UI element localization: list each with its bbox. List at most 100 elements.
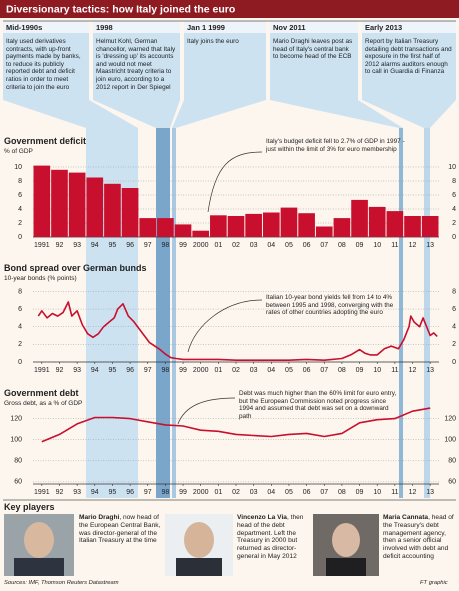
x-tick-label: 01 [214, 489, 222, 496]
x-tick-label: 93 [73, 367, 81, 374]
x-tick-label: 92 [56, 367, 64, 374]
player-bio: Vincenzo La Via, then head of the debt d… [237, 514, 311, 561]
y-tick-label: 8 [18, 288, 22, 295]
bar [315, 226, 333, 237]
x-tick-label: 92 [56, 489, 64, 496]
timeline-date: Mid-1990s [6, 23, 43, 32]
x-tick-label: 05 [285, 367, 293, 374]
annotation-arrow [187, 299, 263, 353]
x-tick-label: 13 [426, 367, 434, 374]
timeline-box [172, 33, 266, 128]
x-tick-label: 07 [320, 242, 328, 249]
bar [351, 199, 368, 237]
y-tick-label: 120 [444, 415, 456, 422]
y-tick-label: 0 [18, 359, 22, 366]
bar [245, 213, 262, 237]
x-tick-label: 2000 [193, 242, 209, 249]
timeline-text: Mario Draghi leaves post as head of Ital… [273, 38, 353, 61]
x-tick-label: 2000 [193, 489, 209, 496]
x-tick-label: 94 [91, 489, 99, 496]
bar [192, 230, 210, 237]
x-tick-label: 92 [56, 242, 64, 249]
y-tick-label: 2 [18, 220, 22, 227]
x-tick-label: 01 [214, 242, 222, 249]
bar [121, 188, 139, 237]
timeline-text: Italy used derivatives contracts, with u… [6, 38, 81, 91]
y-tick-label: 6 [452, 192, 456, 199]
y-tick-label: 8 [452, 288, 456, 295]
y-tick-label: 80 [448, 458, 456, 465]
band [399, 128, 403, 498]
x-tick-label: 99 [179, 242, 187, 249]
credit: FT graphic [420, 580, 448, 586]
y-tick-label: 8 [18, 178, 22, 185]
x-tick-label: 06 [303, 242, 311, 249]
x-tick-label: 02 [232, 242, 240, 249]
timeline-box [3, 33, 138, 128]
player-name: Maria Cannata [383, 514, 429, 521]
x-tick-label: 94 [91, 367, 99, 374]
x-tick-label: 95 [109, 489, 117, 496]
band [424, 128, 430, 498]
x-tick-label: 06 [303, 367, 311, 374]
x-tick-label: 01 [214, 367, 222, 374]
timeline-date: Nov 2011 [273, 23, 306, 32]
bar [174, 224, 192, 237]
x-tick-label: 1991 [34, 242, 50, 249]
page-title: Diversionary tactics: how Italy joined t… [6, 3, 235, 15]
player-bio: Maria Cannata, head of the Treasury's de… [383, 514, 456, 561]
x-tick-label: 95 [109, 242, 117, 249]
y-tick-label: 100 [10, 437, 22, 444]
x-tick-label: 97 [144, 489, 152, 496]
band [156, 128, 170, 498]
bar [139, 218, 157, 237]
axis-label: 10-year bonds (% points) [4, 275, 77, 282]
x-tick-label: 09 [356, 242, 364, 249]
x-tick-label: 03 [250, 489, 258, 496]
timeline-text: Helmut Kohl, German chancellor, warned t… [96, 38, 176, 91]
timeline-box [362, 33, 456, 128]
bar [262, 212, 280, 237]
x-tick-label: 96 [126, 367, 134, 374]
player-name: Vincenzo La Via [237, 514, 287, 521]
x-tick-label: 11 [391, 367, 398, 374]
y-tick-label: 4 [18, 324, 22, 331]
x-tick-label: 97 [144, 367, 152, 374]
bar [421, 216, 439, 237]
annotation: Debt was much higher than the 60% limit … [239, 390, 397, 420]
x-tick-label: 93 [73, 242, 81, 249]
x-tick-label: 02 [232, 367, 240, 374]
x-tick-label: 05 [285, 489, 293, 496]
x-tick-label: 96 [126, 242, 134, 249]
section-title: Key players [4, 502, 55, 512]
timeline-box [93, 33, 180, 128]
y-tick-label: 4 [452, 206, 456, 213]
y-tick-label: 4 [452, 324, 456, 331]
bar [333, 218, 351, 237]
x-tick-label: 08 [338, 367, 346, 374]
x-tick-label: 09 [356, 367, 364, 374]
y-tick-label: 100 [444, 437, 456, 444]
bar [68, 172, 86, 237]
x-tick-label: 98 [161, 367, 169, 374]
bar [157, 218, 174, 237]
title-bar [0, 0, 459, 18]
x-tick-label: 93 [73, 489, 81, 496]
x-tick-label: 12 [409, 242, 417, 249]
x-tick-label: 12 [409, 367, 417, 374]
timeline-header-box [93, 21, 180, 33]
player-bio: Mario Draghi, now head of the European C… [79, 514, 161, 545]
photo [4, 514, 74, 576]
x-tick-label: 96 [126, 489, 134, 496]
x-tick-label: 10 [373, 367, 381, 374]
timeline-shapes [3, 20, 456, 128]
x-tick-label: 08 [338, 242, 346, 249]
y-tick-label: 8 [452, 178, 456, 185]
x-tick-label: 08 [338, 489, 346, 496]
photo [313, 514, 379, 576]
annotation: Italian 10-year bond yields fell from 14… [266, 294, 394, 317]
x-tick-label: 04 [267, 242, 275, 249]
timeline-header-box [270, 21, 358, 33]
